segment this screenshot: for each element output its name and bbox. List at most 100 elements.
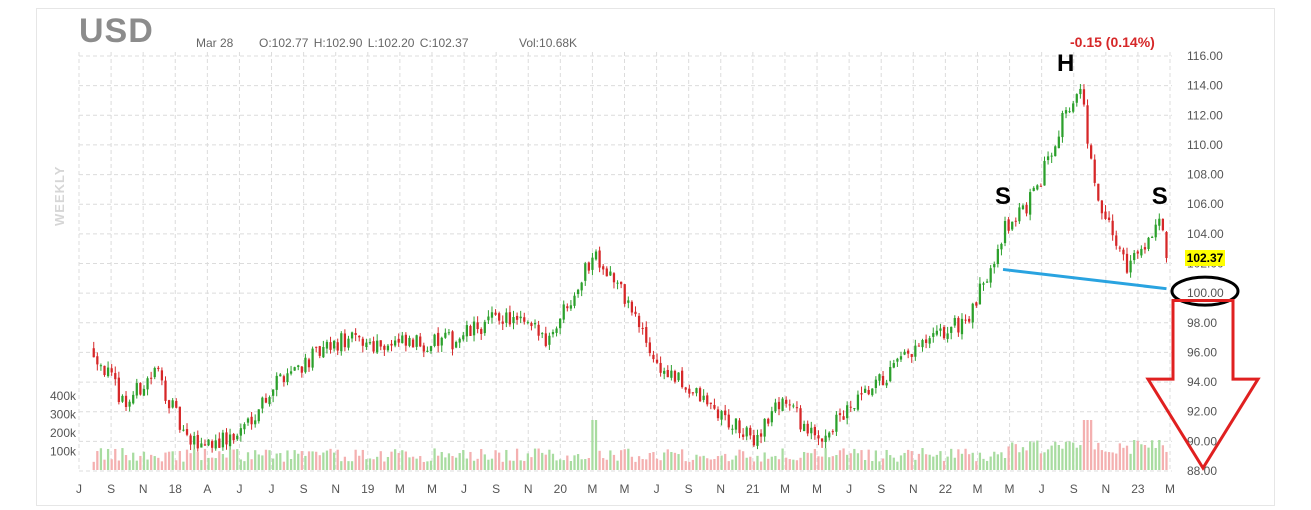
candle-body — [964, 319, 967, 321]
volume-bar — [225, 457, 228, 470]
volume-bar — [1050, 445, 1053, 470]
candle-body — [372, 341, 375, 352]
candle-body — [411, 339, 415, 348]
volume-bar — [1003, 457, 1007, 470]
volume-bar — [709, 459, 712, 470]
candle-body — [781, 398, 784, 411]
candle-body — [820, 438, 824, 442]
candle-body — [189, 435, 192, 445]
candle-body — [1003, 221, 1007, 244]
candle-body — [1054, 146, 1057, 157]
volume-bar — [1021, 447, 1025, 470]
candle-body — [1046, 156, 1050, 161]
volume-bar — [146, 459, 149, 470]
candle-body — [146, 378, 149, 390]
candle-body — [802, 423, 806, 432]
volume-bar — [322, 452, 325, 470]
volume-bar — [1115, 453, 1118, 470]
candle-body — [1100, 200, 1104, 214]
volume-bar — [666, 449, 669, 470]
volume-bar — [849, 453, 852, 470]
volume-bar — [261, 455, 264, 470]
candle-body — [734, 418, 738, 430]
candle-body — [397, 338, 400, 343]
candle-body — [393, 340, 397, 346]
candle-body — [968, 318, 971, 322]
volume-bar — [279, 453, 282, 470]
volume-bar — [957, 449, 960, 470]
x-tick-label: J — [461, 482, 467, 496]
candle-body — [135, 383, 138, 396]
volume-bar — [304, 455, 307, 470]
volume-bar — [867, 449, 870, 470]
volume-bar — [1007, 446, 1010, 470]
candle-body — [541, 333, 544, 335]
last-price-tag-bg — [1185, 250, 1225, 267]
volume-bar — [1032, 442, 1035, 470]
volume-bar — [178, 450, 181, 470]
volume-bar — [1107, 452, 1111, 470]
volume-axis: 100k 200k 300k 400k — [50, 389, 77, 459]
volume-bar — [372, 459, 375, 470]
volume-bar — [1072, 442, 1075, 470]
volume-bar — [968, 454, 971, 470]
candle-body — [340, 333, 343, 352]
candle-body — [257, 409, 260, 422]
candle-body — [203, 444, 207, 446]
candle-body — [673, 371, 677, 382]
candle-body — [677, 372, 680, 381]
candle-body — [275, 375, 278, 390]
candle-body — [236, 435, 239, 440]
x-tick-label: S — [685, 482, 693, 496]
volume-bar — [953, 457, 956, 470]
volume-bar — [810, 453, 813, 470]
candle-body — [329, 342, 332, 350]
volume-bar — [476, 458, 479, 470]
volume-bar — [975, 461, 978, 470]
candle-body — [1111, 220, 1114, 236]
candle-body — [928, 338, 931, 344]
volume-bar — [584, 459, 587, 470]
x-tick-label: M — [1005, 482, 1015, 496]
x-tick-label: M — [972, 482, 982, 496]
ohlc-readout: O:102.77 H:102.90 L:102.20 C:102.37 — [259, 36, 469, 50]
candle-body — [1093, 159, 1096, 183]
volume-bar — [1136, 440, 1139, 470]
volume-bar — [243, 461, 246, 470]
candle-body — [480, 329, 483, 334]
candle-body — [749, 427, 752, 436]
volume-bar — [559, 459, 562, 470]
volume-bar — [117, 460, 120, 470]
candle-body — [1064, 110, 1068, 114]
candle-body — [591, 257, 594, 270]
volume-bar — [393, 449, 397, 470]
candle-body — [530, 323, 533, 327]
volume-bar — [293, 450, 296, 470]
candle-body — [1133, 253, 1136, 261]
volume-bar — [713, 459, 716, 470]
candle-body — [1118, 247, 1121, 249]
candle-body — [795, 407, 799, 409]
volume-bar — [537, 448, 540, 470]
candle-body — [437, 332, 440, 346]
last-price-tag: 102.37 — [1187, 251, 1224, 265]
candle-body — [465, 325, 468, 337]
volume-bar — [1090, 420, 1093, 470]
volume-bar — [350, 461, 354, 470]
volume-bar — [275, 453, 278, 470]
volume-bar — [824, 448, 827, 470]
volume-bar — [587, 458, 590, 470]
volume-bar — [175, 460, 178, 470]
candle-body — [157, 367, 160, 370]
volume-bar — [1011, 442, 1014, 470]
volume-bar — [526, 453, 529, 470]
candle-body — [512, 317, 515, 324]
x-tick-label: J — [1039, 482, 1045, 496]
x-tick-label: M — [427, 482, 437, 496]
candle-body — [279, 374, 282, 377]
volume-bar — [612, 454, 616, 470]
candle-body — [221, 432, 225, 448]
volume-bar — [641, 459, 644, 470]
candle-body — [358, 335, 361, 338]
volume-bar — [899, 455, 903, 470]
